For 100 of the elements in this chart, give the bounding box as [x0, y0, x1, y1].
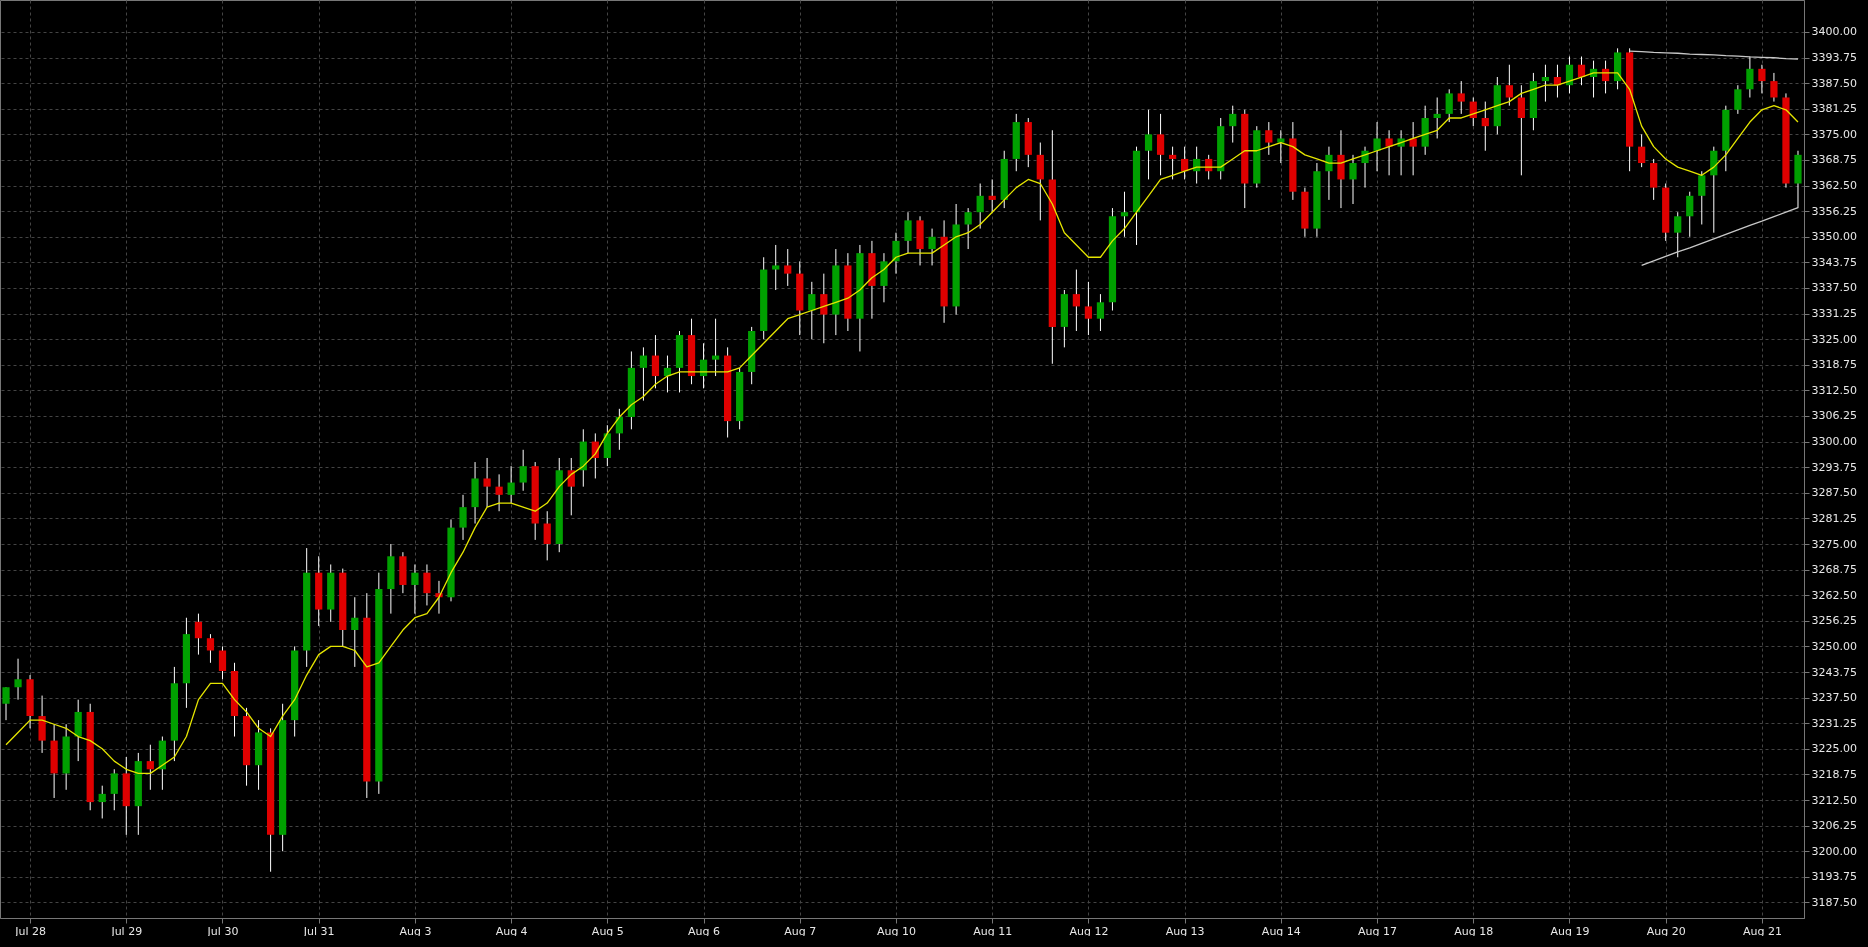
x-tick-label: Aug 6 — [688, 924, 721, 938]
y-tick-label: 3318.75 — [1811, 358, 1857, 372]
candlestick — [904, 211, 912, 254]
y-tick-label: 3368.75 — [1811, 153, 1857, 167]
x-tick-label: Aug 7 — [784, 924, 817, 938]
y-tick-label: 3306.25 — [1811, 409, 1857, 423]
y-tick-label: 3218.75 — [1811, 767, 1857, 781]
y-tick-label: 3187.50 — [1811, 895, 1857, 909]
candlestick — [639, 346, 648, 402]
y-tick-label: 3343.75 — [1811, 255, 1857, 269]
candlestick — [1120, 191, 1129, 238]
candlestick — [1168, 146, 1177, 180]
candlestick — [1144, 109, 1153, 180]
candlestick — [146, 744, 154, 791]
candlestick — [1277, 129, 1285, 164]
candlestick — [976, 183, 984, 230]
x-tick-label: Aug 3 — [399, 924, 432, 938]
y-tick-label: 3387.50 — [1811, 76, 1857, 90]
y-tick-label: 3200.00 — [1811, 844, 1857, 858]
x-tick-label: Aug 4 — [495, 924, 528, 938]
candlestick — [1385, 129, 1393, 176]
candlestick — [651, 334, 660, 389]
y-tick-label: 3362.50 — [1811, 179, 1857, 193]
x-tick-label: Aug 14 — [1261, 924, 1301, 938]
candlestick — [1361, 146, 1369, 189]
x-tick-label: Aug 10 — [876, 924, 916, 938]
y-tick-label: 3237.50 — [1811, 691, 1857, 705]
candlestick — [483, 457, 491, 508]
candlestick — [784, 248, 792, 287]
candlestick — [1397, 129, 1405, 176]
candlestick — [964, 207, 972, 250]
x-tick-label: Aug 21 — [1742, 924, 1782, 938]
candlestick — [1686, 191, 1694, 238]
candlestick — [1096, 293, 1105, 332]
candlestick — [1734, 84, 1742, 115]
candlestick — [892, 232, 900, 275]
x-tick-label: Aug 17 — [1358, 924, 1398, 938]
candlestick — [1433, 96, 1441, 139]
y-tick-label: 3331.25 — [1811, 307, 1857, 321]
candlestick — [1409, 121, 1417, 176]
y-tick-label: 3400.00 — [1811, 25, 1857, 39]
candlestick — [1181, 146, 1189, 180]
candlestick — [2, 686, 10, 721]
x-tick-label: Aug 12 — [1069, 924, 1109, 938]
y-tick-label: 3275.00 — [1811, 537, 1857, 551]
candlestick — [1758, 64, 1766, 94]
y-tick-label: 3287.50 — [1811, 486, 1857, 500]
y-tick-label: 3262.50 — [1811, 588, 1857, 602]
candlestick — [98, 785, 106, 819]
candlestick — [1505, 64, 1513, 107]
y-tick-label: 3193.75 — [1811, 870, 1857, 884]
candlestick — [1265, 121, 1273, 156]
candlestick — [1349, 154, 1357, 205]
x-tick-label: Aug 19 — [1550, 924, 1590, 938]
y-tick-label: 3231.25 — [1811, 716, 1857, 730]
candlestick — [495, 473, 503, 512]
x-tick-label: Jul 28 — [14, 924, 46, 938]
candlestick — [194, 613, 203, 656]
candlestick — [1325, 146, 1333, 201]
candlestick — [1674, 211, 1682, 258]
y-tick-label: 3256.25 — [1811, 614, 1857, 628]
candlestick — [567, 457, 575, 516]
candlestick — [1517, 84, 1525, 176]
candlestick — [423, 563, 431, 606]
candlestick — [459, 494, 467, 541]
y-tick-label: 3393.75 — [1811, 51, 1857, 65]
y-tick-label: 3325.00 — [1811, 332, 1857, 346]
candlestick — [1638, 133, 1646, 168]
candlestick — [543, 510, 551, 561]
y-tick-label: 3250.00 — [1811, 639, 1857, 653]
line-series — [1640, 207, 1799, 267]
y-tick-label: 3243.75 — [1811, 665, 1857, 679]
candlestick — [14, 658, 22, 701]
candlestick — [808, 281, 816, 340]
candlestick — [1481, 101, 1489, 152]
x-tick-label: Aug 18 — [1454, 924, 1494, 938]
candlestick — [1072, 269, 1080, 332]
candlestick — [1445, 88, 1453, 123]
candlestick — [1698, 170, 1706, 225]
y-tick-label: 3212.50 — [1811, 793, 1857, 807]
candlestick — [928, 228, 936, 266]
x-tick-label: Aug 5 — [591, 924, 624, 938]
y-tick-label: 3300.00 — [1811, 435, 1857, 449]
y-tick-label: 3337.50 — [1811, 281, 1857, 295]
x-tick-label: Jul 30 — [206, 924, 239, 938]
y-tick-label: 3350.00 — [1811, 230, 1857, 244]
candlestick — [1229, 105, 1237, 144]
y-tick-label: 3281.25 — [1811, 511, 1857, 525]
line-series — [1628, 50, 1799, 60]
y-tick-label: 3206.25 — [1811, 819, 1857, 833]
x-tick-label: Aug 11 — [973, 924, 1013, 938]
candlestick — [1084, 281, 1093, 336]
candlestick — [1156, 113, 1165, 176]
y-tick-label: 3356.25 — [1811, 204, 1857, 218]
y-tick-label: 3293.75 — [1811, 460, 1857, 474]
x-tick-label: Jul 31 — [302, 924, 335, 938]
candlestick — [507, 465, 515, 504]
candlestick — [1770, 72, 1778, 103]
x-tick-label: Aug 20 — [1646, 924, 1686, 938]
candlestick — [351, 596, 359, 668]
